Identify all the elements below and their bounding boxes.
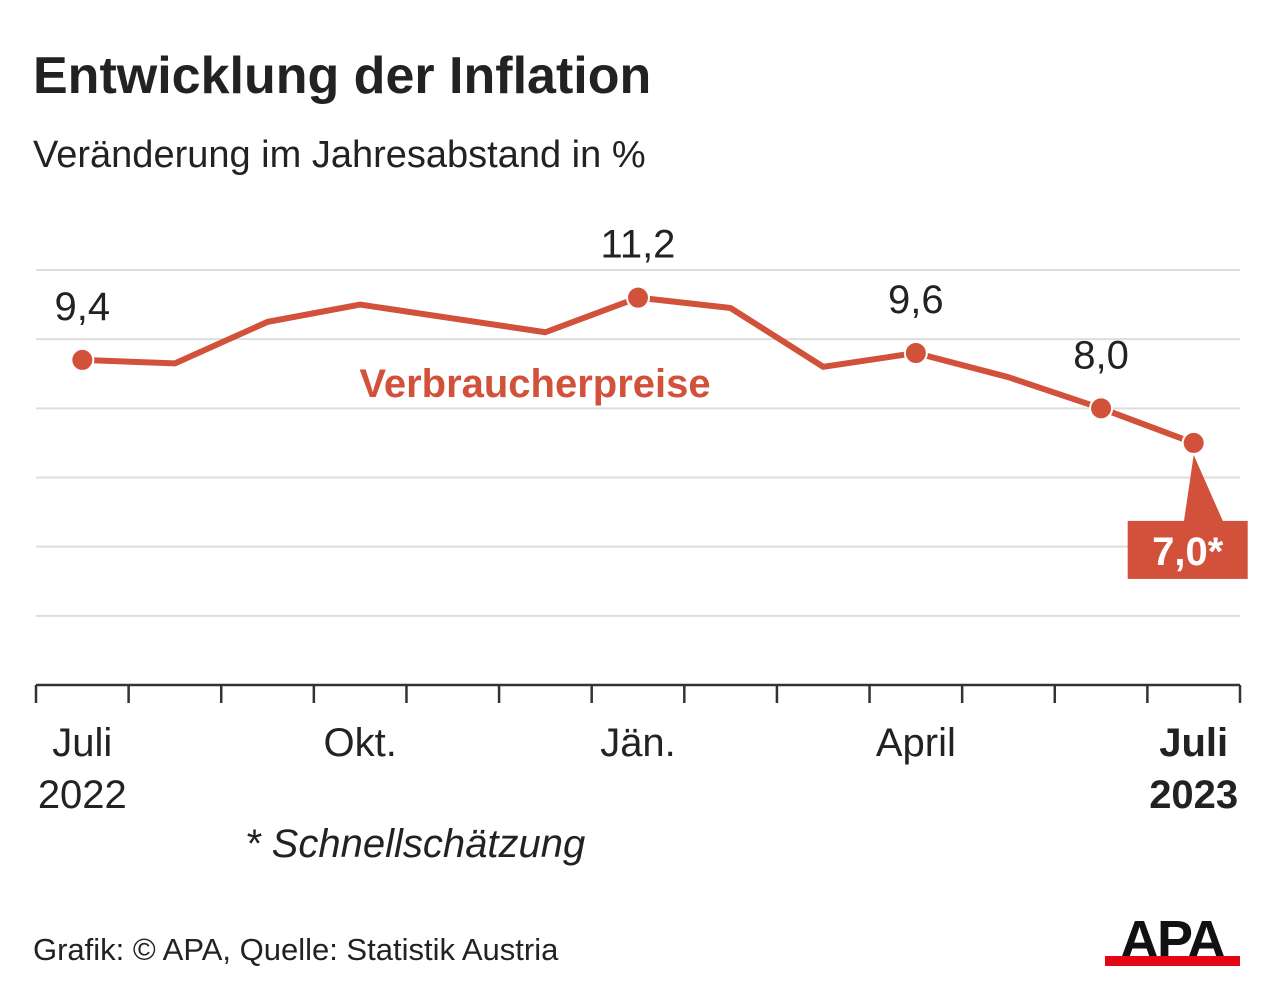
chart-title: Entwicklung der Inflation <box>33 47 652 105</box>
source-credit: Grafik: © APA, Quelle: Statistik Austria <box>33 932 559 967</box>
callout-label: 7,0* <box>1152 530 1224 574</box>
x-tick-label: Jän. <box>600 721 676 765</box>
callout-pointer <box>1183 454 1224 523</box>
data-point <box>1089 396 1114 421</box>
data-label: 11,2 <box>601 223 676 267</box>
data-point <box>903 341 928 365</box>
data-point <box>70 347 95 372</box>
data-point <box>1181 430 1206 455</box>
chart-subtitle: Veränderung im Jahresabstand in % <box>33 134 646 176</box>
series-label: Verbraucherpreise <box>359 362 710 406</box>
x-tick-label: Juli <box>52 721 112 765</box>
data-label: 9,4 <box>55 285 111 329</box>
data-point <box>626 285 650 310</box>
apa-logo-bar <box>1105 956 1240 966</box>
x-tick-label: 2023 <box>1149 773 1238 817</box>
x-tick-label: 2022 <box>38 773 127 817</box>
x-tick-label: Okt. <box>323 721 396 765</box>
callout-box <box>1127 520 1248 579</box>
x-tick-label: April <box>876 721 956 765</box>
footnote: * Schnellschätzung <box>245 822 586 866</box>
x-tick-label: Juli <box>1159 721 1228 765</box>
data-label: 9,6 <box>888 278 944 322</box>
data-label: 8,0 <box>1073 333 1129 377</box>
